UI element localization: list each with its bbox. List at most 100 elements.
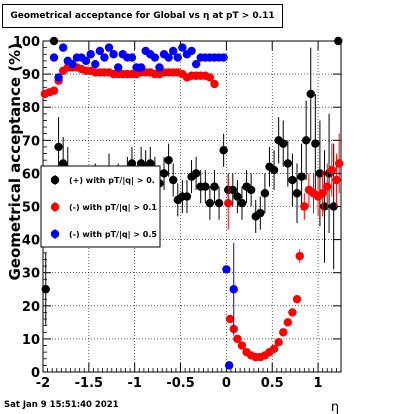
data-point xyxy=(306,89,315,99)
data-point xyxy=(58,43,68,52)
data-point xyxy=(288,308,297,317)
data-point xyxy=(210,182,219,191)
data-point xyxy=(279,139,288,148)
x-tick-label: -0.5 xyxy=(166,376,194,391)
data-point xyxy=(315,169,325,178)
chart-title: Geometrical acceptance for Global vs η a… xyxy=(2,4,283,28)
data-point xyxy=(323,182,332,191)
data-point xyxy=(269,344,279,354)
data-point xyxy=(246,185,256,195)
data-point xyxy=(127,53,137,62)
data-point xyxy=(332,175,341,185)
data-point xyxy=(292,294,302,304)
y-tick-label: 10 xyxy=(22,333,40,348)
data-point xyxy=(169,175,178,185)
data-point xyxy=(191,59,201,69)
y-tick-label: 60 xyxy=(22,167,40,182)
y-tick-label: 80 xyxy=(22,101,40,116)
data-point xyxy=(288,175,297,185)
data-point xyxy=(54,73,63,82)
data-point xyxy=(210,79,219,89)
legend-label: (+) with pT/|q| > 0. xyxy=(69,176,155,185)
y-tick-label: 30 xyxy=(22,267,40,282)
data-point xyxy=(219,53,228,62)
y-tick-label: 20 xyxy=(22,300,40,315)
data-point xyxy=(159,169,169,178)
y-tick-label: 100 xyxy=(13,35,40,50)
axis-text: 0 10 20 30 40 50 60 70 80 90 100 -2 -1.5 -1 -0.5 0 0.5 1η… xyxy=(6,35,339,414)
y-tick-label: 90 xyxy=(22,68,40,83)
data-point xyxy=(169,46,178,56)
data-point xyxy=(237,341,247,350)
data-point xyxy=(91,59,100,69)
data-point xyxy=(274,338,283,347)
data-point xyxy=(334,159,344,168)
data-point xyxy=(300,202,309,211)
data-point xyxy=(225,314,235,324)
data-point xyxy=(41,285,50,294)
data-point xyxy=(301,136,311,145)
legend: (+) with pT/|q| > 0. (-) with pT/|q| > 0.… xyxy=(40,165,161,248)
data-point xyxy=(318,189,327,198)
data-point xyxy=(228,185,238,195)
data-point xyxy=(283,318,293,327)
y-tick-label: 0 xyxy=(31,366,40,381)
axis-ticks xyxy=(42,40,342,373)
data-point xyxy=(219,146,228,155)
data-point xyxy=(329,202,338,211)
data-point xyxy=(100,53,109,62)
x-tick-label: 0.5 xyxy=(261,376,284,391)
y-axis-label: Geometrical acceptance (%) xyxy=(6,43,24,281)
data-point xyxy=(201,182,210,191)
data-point xyxy=(155,63,164,72)
x-tick-label: 0 xyxy=(222,376,231,391)
data-point xyxy=(205,73,215,82)
data-point xyxy=(334,36,343,46)
legend-box xyxy=(40,165,161,248)
data-point xyxy=(311,139,320,148)
data-point xyxy=(233,192,242,201)
data-point xyxy=(86,50,95,59)
data-point xyxy=(81,56,91,66)
x-tick-label: -1.5 xyxy=(75,376,103,391)
data-point xyxy=(173,53,182,62)
data-point xyxy=(95,46,105,56)
data-point xyxy=(297,172,306,181)
data-point xyxy=(214,198,224,208)
data-point xyxy=(113,63,123,72)
y-tick-label: 70 xyxy=(22,134,40,149)
data-point xyxy=(205,198,215,208)
data-point xyxy=(182,192,192,201)
y-tick-label: 50 xyxy=(22,201,40,216)
y-tick-label: 40 xyxy=(22,234,40,249)
data-point xyxy=(229,285,238,294)
data-point xyxy=(295,251,304,261)
data-point xyxy=(283,159,293,168)
data-point xyxy=(233,334,242,344)
data-point xyxy=(279,328,288,337)
legend-label: (-) with pT/|q| > 0.5 xyxy=(69,230,157,239)
data-point xyxy=(178,43,187,52)
data-point xyxy=(292,189,302,198)
data-point xyxy=(49,53,59,62)
data-point xyxy=(49,36,59,46)
data-point xyxy=(256,208,265,218)
data-point xyxy=(54,142,63,152)
data-point xyxy=(191,169,201,178)
data-point xyxy=(187,46,196,56)
data-point xyxy=(327,165,337,175)
data-point xyxy=(260,189,270,198)
data-point xyxy=(222,265,231,274)
x-axis-label: η xyxy=(331,400,339,414)
data-point xyxy=(237,198,247,208)
timestamp: Sat Jan 9 15:51:40 2021 xyxy=(4,400,119,410)
legend-label: (-) with pT/|q| > 0.1 xyxy=(69,203,157,212)
data-point xyxy=(164,53,173,62)
data-point xyxy=(136,63,146,72)
x-tick-label: -1 xyxy=(127,376,141,391)
x-tick-label: 1 xyxy=(314,376,323,391)
series-2 xyxy=(49,43,238,370)
data-point xyxy=(150,53,160,62)
data-point xyxy=(224,361,234,370)
